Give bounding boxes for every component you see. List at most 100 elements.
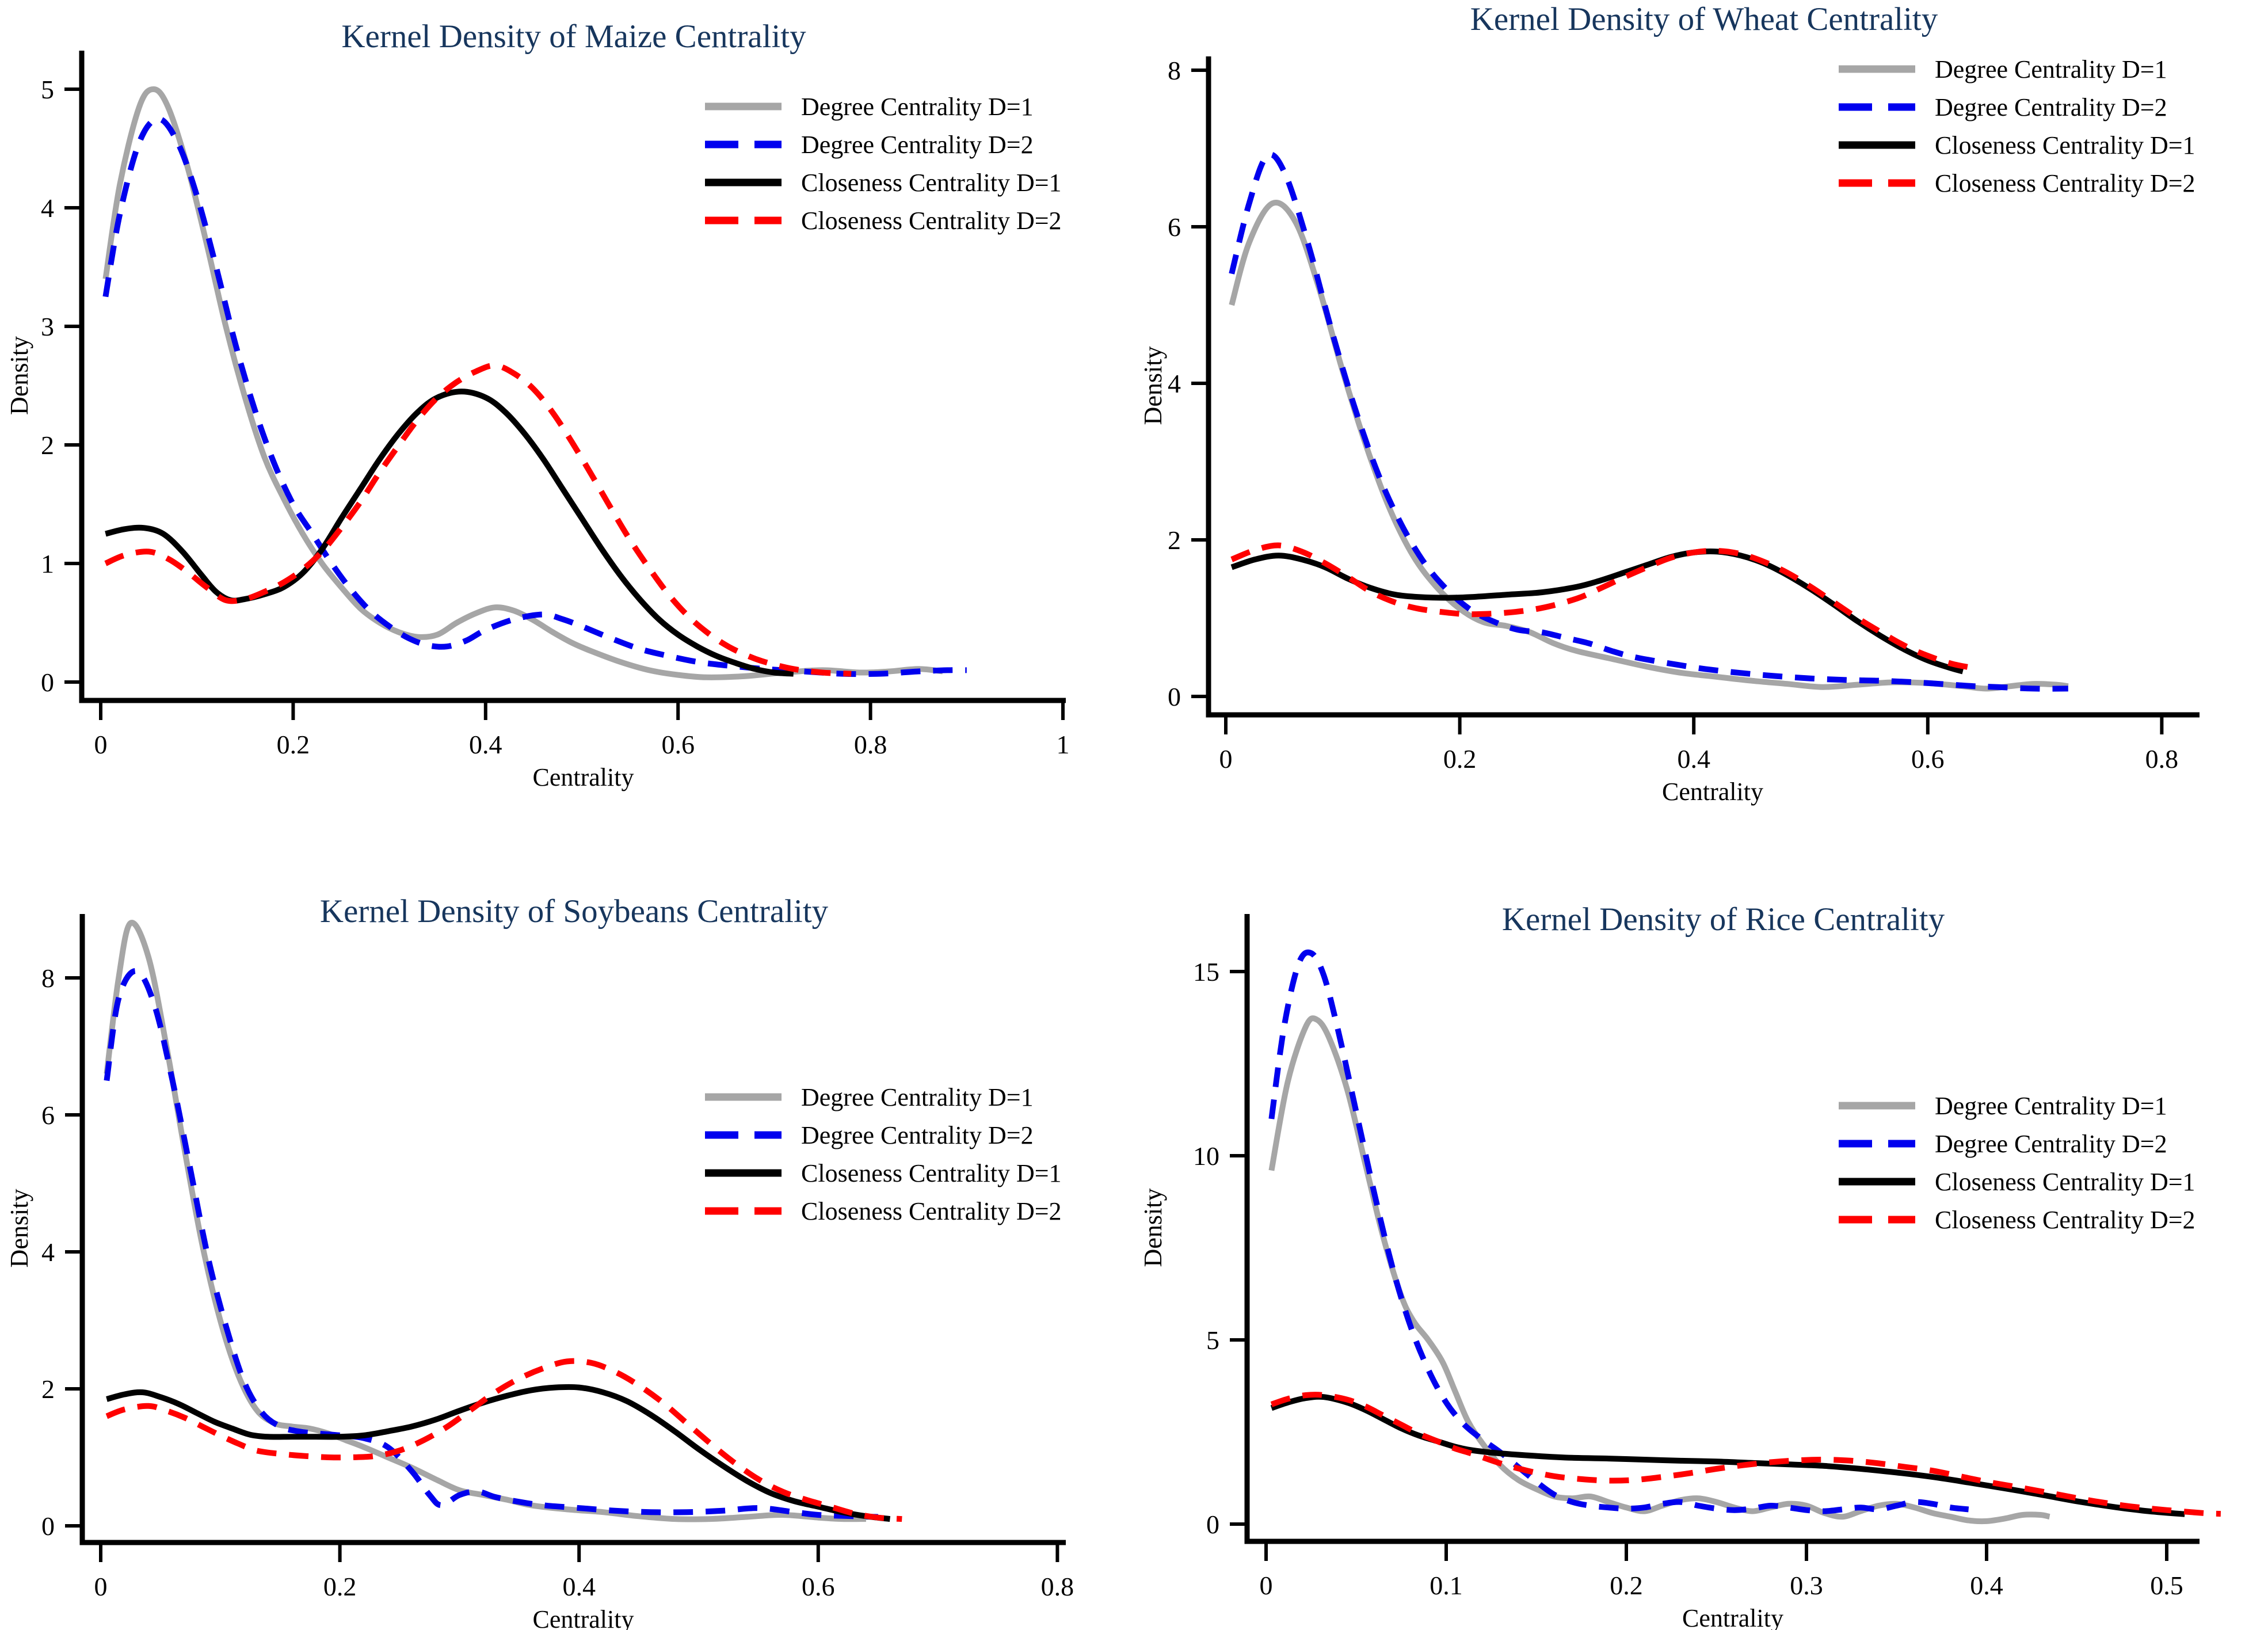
soybeans-legend-label-3: Closeness Centrality D=1 [801,1159,1062,1187]
rice-y-tick-label-15: 15 [1193,957,1219,987]
wheat-ylabel: Density [1139,346,1167,425]
soybeans-legend-label-2: Degree Centrality D=2 [801,1121,1034,1149]
rice-x-tick-label-0: 0 [1260,1571,1273,1600]
wheat-x-tick-label-0: 0 [1219,744,1233,774]
maize-y-tick-label-3: 3 [41,312,54,341]
rice-xlabel: Centrality [1682,1604,1783,1630]
maize-y-tick-label-4: 4 [41,193,54,223]
rice-curve-closeness-centrality-d-1 [1270,1393,2185,1517]
rice-chart: Kernel Density of Rice Centrality0510150… [1139,901,2221,1630]
rice-y-tick-label-5: 5 [1206,1326,1219,1355]
soybeans-y-tick-label-8: 8 [41,963,55,993]
wheat-y-axis: 0 2 4 6 8 [1168,56,1209,711]
maize-legend-label-1: Degree Centrality D=1 [801,93,1034,121]
soybeans-x-tick-label-0.4: 0.4 [562,1572,596,1601]
maize-title: Kernel Density of Maize Centrality [341,18,806,55]
maize-chart: Kernel Density of Maize Centrality 0 1 2 3 4 5… [5,18,1070,791]
maize-y-axis: 0 1 2 3 4 5 [41,75,82,697]
rice-x-tick-label-0.5: 0.5 [2150,1571,2183,1600]
maize-x-tick-label-0.2: 0.2 [277,730,310,759]
maize-legend-label-4: Closeness Centrality D=2 [801,207,1062,235]
rice-x-tick-label-0.2: 0.2 [1610,1571,1643,1600]
maize-x-tick-label-0.8: 0.8 [854,730,887,759]
wheat-y-tick-label-4: 4 [1168,369,1181,398]
rice-curve-closeness-centrality-d-2 [1270,1392,2221,1517]
soybeans-chart: Kernel Density of Soybeans Centrality 0 2 4… [5,893,1074,1630]
rice-x-tick-label-0.1: 0.1 [1430,1571,1463,1600]
wheat-y-tick-label-2: 2 [1168,525,1181,555]
wheat-legend-label-4: Closeness Centrality D=2 [1935,169,2195,197]
wheat-title: Kernel Density of Wheat Centrality [1470,1,1938,37]
wheat-x-tick-label-0.4: 0.4 [1677,744,1710,774]
soybeans-y-tick-label-2: 2 [41,1374,55,1404]
wheat-curve-closeness-centrality-d-2 [1230,542,1976,671]
soybeans-x-tick-label-0.6: 0.6 [802,1572,835,1601]
maize-curve-closeness-centrality-d-2 [104,362,852,677]
rice-curve-degree-centrality-d-2 [1268,949,1969,1514]
soybeans-curve-degree-centrality-d-2 [104,968,878,1520]
wheat-x-tick-label-0.6: 0.6 [1911,744,1945,774]
wheat-curve-degree-centrality-d-2 [1229,151,2068,692]
wheat-axes [1206,56,2200,718]
soybeans-title: Kernel Density of Soybeans Centrality [320,893,829,930]
soybeans-axes [79,914,1066,1545]
panel-maize: Kernel Density of Maize Centrality 0 1 2 3 4 5… [0,0,1134,815]
rice-ylabel: Density [1139,1189,1167,1267]
maize-x-tick-label-1: 1 [1057,730,1070,759]
maize-legend: Degree Centrality D=1 Degree Centrality D… [705,93,1062,235]
wheat-curve-closeness-centrality-d-1 [1230,549,1964,675]
panel-rice: Kernel Density of Rice Centrality 0 5 10 15 0… [1134,815,2268,1630]
wheat-legend: Degree Centrality D=1 Degree Centrality D… [1839,55,2195,197]
wheat-x-axis: 0 0.2 0.4 0.6 0.8 [1219,715,2179,774]
rice-legend-label-3: Closeness Centrality D=1 [1935,1168,2195,1196]
wheat-y-tick-label-0: 0 [1168,682,1181,711]
rice-y-tick-label-0: 0 [1206,1510,1219,1539]
maize-ylabel: Density [5,336,33,415]
soybeans-y-tick-label-0: 0 [41,1511,55,1541]
maize-y-tick-label-1: 1 [41,549,54,578]
wheat-y-tick-label-8: 8 [1168,56,1181,85]
wheat-curve-degree-centrality-d-1 [1229,200,2069,692]
rice-y-tick-label-10: 10 [1193,1141,1219,1171]
maize-y-tick-label-5: 5 [41,75,54,104]
maize-curve-closeness-centrality-d-1 [105,389,794,677]
maize-xlabel: Centrality [533,763,634,791]
soybeans-x-tick-label-0.8: 0.8 [1041,1572,1074,1601]
rice-legend-label-1: Degree Centrality D=1 [1935,1092,2167,1120]
maize-x-tick-label-0: 0 [94,730,108,759]
soybeans-curve-closeness-centrality-d-2 [105,1358,902,1522]
wheat-x-tick-label-0.8: 0.8 [2145,744,2179,774]
panel-wheat: Kernel Density of Wheat Centrality 0 2 4 6 8 0… [1134,0,2268,815]
wheat-legend-label-1: Degree Centrality D=1 [1935,55,2167,83]
rice-legend-label-2: Degree Centrality D=2 [1935,1130,2167,1158]
maize-curve-degree-centrality-d-2 [102,116,967,677]
maize-y-tick-label-2: 2 [41,431,54,460]
soybeans-y-axis: 0 2 4 6 8 [41,963,82,1541]
wheat-legend-label-2: Degree Centrality D=2 [1935,93,2167,121]
rice-axes [1244,914,2200,1544]
soybeans-y-tick-label-6: 6 [41,1100,55,1130]
panel-soybeans: Kernel Density of Soybeans Centrality 0 2 4… [0,815,1134,1630]
rice-y-axis: 0 5 10 15 [1193,957,1247,1539]
wheat-x-tick-label-0.2: 0.2 [1443,744,1477,774]
rice-legend-label-4: Closeness Centrality D=2 [1935,1206,2195,1234]
maize-x-tick-label-0.4: 0.4 [469,730,502,759]
rice-x-tick-label-0.3: 0.3 [1790,1571,1823,1600]
maize-legend-label-2: Degree Centrality D=2 [801,131,1034,159]
wheat-legend-label-3: Closeness Centrality D=1 [1935,131,2195,159]
maize-x-tick-label-0.6: 0.6 [661,730,695,759]
soybeans-legend-label-1: Degree Centrality D=1 [801,1083,1034,1111]
rice-x-tick-label-0.4: 0.4 [1970,1571,2003,1600]
soybeans-x-tick-label-0.2: 0.2 [323,1572,357,1601]
maize-x-axis: 0 0.2 0.4 0.6 0.8 1 [94,700,1070,759]
soybeans-legend-label-4: Closeness Centrality D=2 [801,1197,1062,1225]
wheat-chart: Kernel Density of Wheat Centrality024680… [1139,1,2200,806]
maize-axes [79,51,1066,703]
soybeans-ylabel: Density [5,1189,33,1268]
maize-legend-label-3: Closeness Centrality D=1 [801,169,1062,197]
rice-legend: Degree Centrality D=1 Degree Centrality D… [1839,1092,2195,1234]
maize-y-tick-label-0: 0 [41,668,54,697]
soybeans-curve-degree-centrality-d-1 [104,920,866,1522]
soybeans-x-tick-label-0: 0 [94,1572,108,1601]
